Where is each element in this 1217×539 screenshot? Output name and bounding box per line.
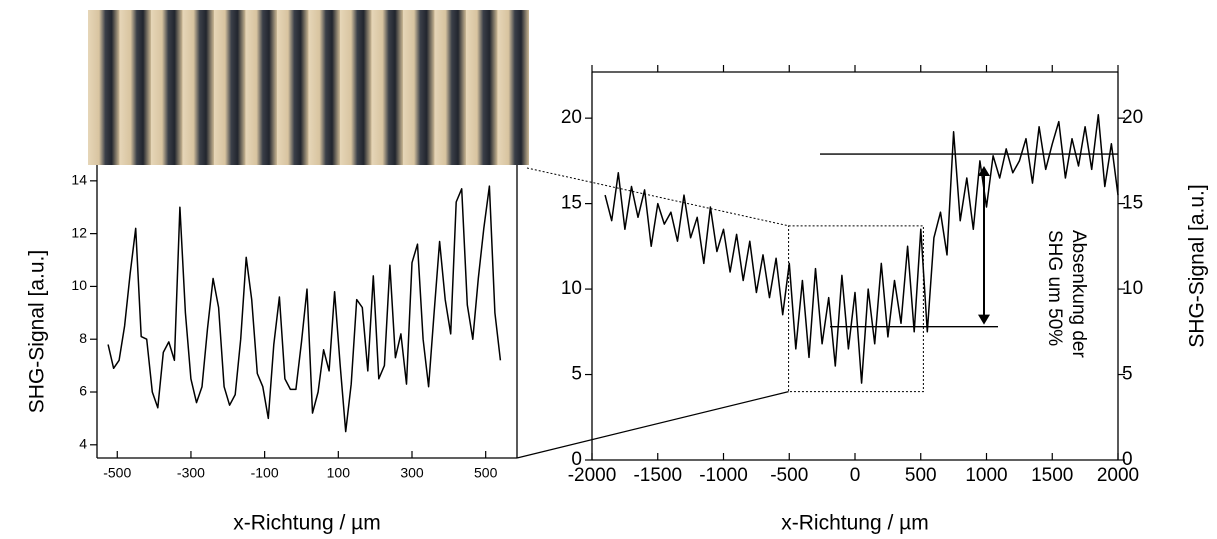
y-tick-label: 0	[571, 449, 582, 470]
microscope-photo	[88, 10, 529, 165]
y-tick-label: 10	[561, 278, 582, 299]
photo-stripe	[119, 10, 151, 165]
photo-stripe	[277, 10, 309, 165]
y-tick-label: 8	[79, 330, 87, 346]
y2-axis-label: SHG-Signal [a.u.]	[1186, 184, 1209, 347]
y2-tick-label: 20	[1122, 107, 1143, 128]
y-axis-label: SHG-Signal [a.u.]	[26, 250, 49, 413]
data-line	[107, 185, 502, 433]
photo-stripe	[466, 10, 498, 165]
x-tick-label: 500	[474, 465, 498, 481]
y-tick-label: 15	[561, 193, 582, 214]
x-axis-label: x-Richtung / µm	[233, 512, 380, 535]
photo-stripe	[434, 10, 466, 165]
y2-tick-label: 15	[1122, 193, 1143, 214]
arrow-head	[978, 314, 990, 325]
y2-tick-label: 0	[1122, 449, 1133, 470]
x-tick-label: 1000	[965, 465, 1007, 486]
photo-stripe	[182, 10, 214, 165]
x-tick-label: 100	[327, 465, 351, 481]
zoom-connector	[516, 391, 789, 459]
x-tick-label: -500	[770, 465, 808, 486]
x-tick-label: 300	[400, 465, 424, 481]
arrow-head	[978, 166, 990, 177]
y-tick-label: 6	[79, 383, 87, 399]
y-tick-label: 5	[571, 364, 582, 385]
x-tick-label: -500	[103, 465, 131, 481]
photo-stripe	[214, 10, 246, 165]
photo-stripe	[245, 10, 277, 165]
photo-stripe	[340, 10, 372, 165]
data-line	[604, 113, 1119, 384]
y-tick-label: 14	[71, 172, 87, 188]
annotation: SHG um 50%	[1044, 230, 1065, 346]
y2-tick-label: 5	[1122, 364, 1133, 385]
y-tick-label: 20	[561, 107, 582, 128]
zoom-box	[788, 225, 924, 393]
x-tick-label: -2000	[568, 465, 617, 486]
y-tick-label: 12	[71, 224, 87, 240]
y2-tick-label: 10	[1122, 278, 1143, 299]
photo-stripe	[308, 10, 340, 165]
x-tick-label: 2000	[1097, 465, 1139, 486]
y-tick-label: 4	[79, 436, 87, 452]
photo-stripe	[151, 10, 183, 165]
annotation: Absenkung der	[1068, 230, 1089, 358]
x-tick-label: -100	[251, 465, 279, 481]
x-tick-label: 0	[850, 465, 861, 486]
x-tick-label: -1000	[699, 465, 748, 486]
y-tick-label: 10	[71, 277, 87, 293]
x-tick-label: 500	[905, 465, 937, 486]
x-tick-label: 1500	[1031, 465, 1073, 486]
x-tick-label: -300	[177, 465, 205, 481]
x-axis-label: x-Richtung / µm	[781, 512, 928, 535]
photo-stripe	[88, 10, 120, 165]
zoom-connector	[526, 167, 789, 227]
photo-stripe	[371, 10, 403, 165]
photo-stripe	[497, 10, 529, 165]
x-tick-label: -1500	[633, 465, 682, 486]
photo-stripe	[403, 10, 435, 165]
